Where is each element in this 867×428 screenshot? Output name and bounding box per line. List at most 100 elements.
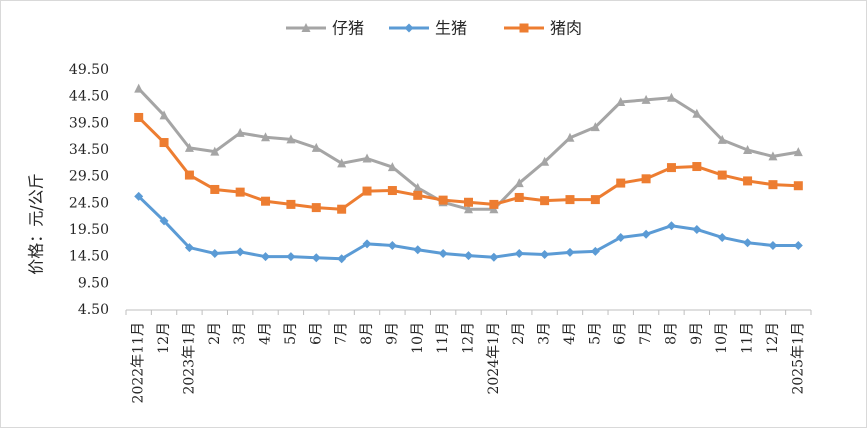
series-pork-point (362, 186, 372, 196)
x-tick-label: 9月 (689, 322, 705, 345)
series-piglet-point (540, 156, 550, 166)
series-piglet-point (210, 146, 220, 156)
y-tick-label: 14.50 (69, 249, 109, 265)
series-live-hog-point (743, 238, 753, 248)
series-live-hog (134, 191, 803, 264)
series-pork-point (540, 196, 550, 206)
y-tick-label: 34.50 (69, 142, 109, 158)
series-pork-point (159, 138, 169, 148)
series-piglet-point (387, 162, 397, 172)
series-piglet-point (590, 122, 600, 132)
x-tick-label: 2025年1月 (790, 322, 806, 395)
x-tick-label: 2月 (207, 322, 223, 345)
series-piglet-point (362, 153, 372, 163)
series-pork-point (413, 190, 423, 200)
series-pork-point (489, 199, 499, 209)
y-axis: 4.50 9.50 14.50 19.50 24.50 29.50 34.50 39.50 44… (69, 62, 109, 318)
legend-pork: 猪肉 (504, 19, 582, 38)
x-tick-label: 6月 (613, 322, 629, 345)
series-pork-point (590, 195, 600, 205)
series-piglet-point (235, 127, 245, 137)
x-tick-label: 2022年11月 (131, 322, 147, 403)
series-live-hog-point (565, 247, 575, 257)
legend-pork-point (519, 23, 529, 33)
series-pork-point (666, 163, 676, 173)
series-live-hog-point (387, 240, 397, 250)
series-pork-point (210, 184, 220, 194)
series-pork-point (793, 181, 803, 191)
x-tick-label: 3月 (232, 322, 248, 345)
y-tick-label: 9.50 (78, 275, 109, 291)
legend-piglet: 仔猪 (286, 19, 364, 38)
series-piglet-point (311, 142, 321, 152)
series-pork-point (438, 195, 448, 205)
series-piglet-point (793, 147, 803, 157)
x-tick-label: 7月 (638, 322, 654, 345)
x-tick-label: 3月 (537, 322, 553, 345)
series-pork-point (565, 195, 575, 205)
series-live-hog-point (540, 250, 550, 260)
series-live-hog-point (692, 224, 702, 234)
series-pork-point (514, 192, 524, 202)
series-pork-point (717, 170, 727, 180)
series-live-hog-point (286, 252, 296, 262)
legend-live-hog-label: 生猪 (435, 19, 467, 38)
legend: 仔猪 生猪 猪肉 (286, 19, 582, 38)
series-live-hog-point (184, 243, 194, 253)
series-live-hog-point (413, 245, 423, 255)
x-tick-label: 5月 (587, 322, 603, 345)
series-piglet-point (413, 182, 423, 192)
y-tick-label: 4.50 (78, 302, 109, 318)
x-tick-label: 11月 (740, 322, 756, 354)
y-tick-label: 49.50 (69, 62, 109, 78)
x-tick-label: 6月 (308, 322, 324, 345)
series-piglet-point (184, 142, 194, 152)
series-live-hog-point (641, 229, 651, 239)
series-live-hog-point (464, 251, 473, 261)
series-live-hog-point (666, 221, 676, 231)
series-live-hog-point (311, 253, 321, 263)
series-piglet-point (717, 134, 727, 144)
series-live-hog-point (489, 252, 499, 262)
x-tick-label: 12月 (461, 322, 477, 354)
series-live-hog-point (616, 232, 626, 242)
x-axis: 2022年11月 12月 2023年1月 2月 3月 4月 5月 6月 7月 8月 9月 10月 11月… (125, 309, 812, 403)
series-live-hog-point (362, 239, 372, 249)
x-tick-label: 2024年1月 (486, 322, 502, 395)
y-axis-title: 价格：元/公斤 (27, 173, 46, 274)
y-tick-label: 44.50 (69, 89, 109, 105)
legend-piglet-point (301, 23, 311, 32)
y-tick-label: 29.50 (69, 169, 109, 185)
series-live-hog-point (159, 216, 169, 226)
series-piglet-point (134, 83, 144, 93)
series-live-hog-point (717, 232, 727, 242)
legend-pork-label: 猪肉 (550, 19, 582, 38)
series-piglet-point (666, 92, 676, 102)
x-tick-label: 11月 (435, 322, 451, 354)
series-piglet-point (565, 132, 575, 142)
series-piglet-point (464, 204, 473, 214)
series-piglet-point (768, 151, 778, 161)
series-piglet-point (641, 94, 651, 104)
x-tick-label: 10月 (410, 322, 426, 354)
series-pork-point (235, 187, 245, 197)
x-tick-label: 4月 (562, 322, 578, 345)
series-pork-point (464, 197, 473, 207)
series-piglet-point (337, 158, 347, 168)
series-live-hog-point (235, 247, 245, 257)
series-pork-point (184, 170, 194, 180)
series-pork-point (261, 196, 271, 206)
series-piglet-point (514, 178, 524, 188)
series-pork-point (616, 178, 626, 188)
series-pork-point (311, 203, 321, 213)
series-piglet-point (159, 110, 169, 120)
series-piglet-point (743, 145, 753, 154)
series-pork-point (692, 162, 702, 172)
series-live-hog-point (134, 191, 144, 201)
x-tick-label: 7月 (334, 322, 350, 345)
x-tick-label: 10月 (714, 322, 730, 354)
x-tick-label: 8月 (359, 322, 375, 345)
series-pork-point (768, 180, 778, 190)
series-pork (134, 112, 803, 214)
series-live-hog-point (210, 248, 220, 258)
